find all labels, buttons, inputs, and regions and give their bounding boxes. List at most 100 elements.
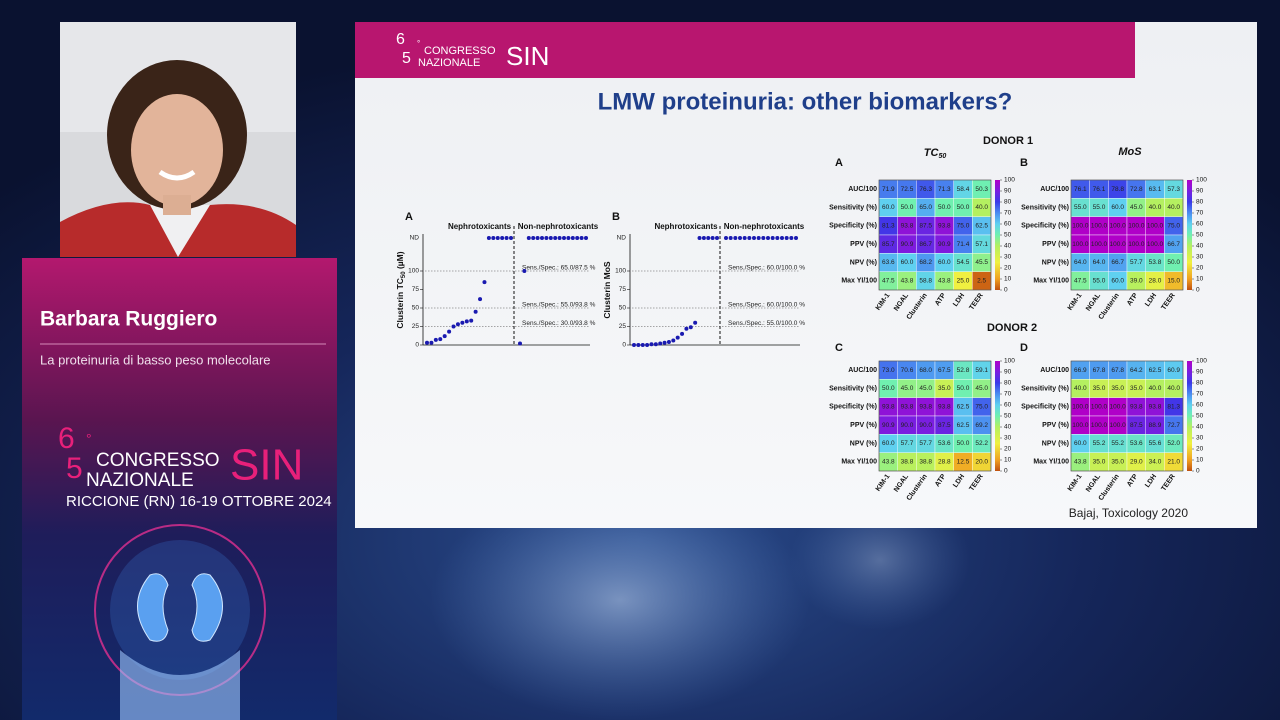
data-point (649, 342, 654, 347)
group-label: Nephrotoxicants (654, 222, 718, 231)
cell-value: 50.0 (938, 204, 951, 211)
cell-value: 93.8 (882, 404, 895, 411)
speaker-name: Barbara Ruggiero (40, 308, 217, 331)
row-label: Specificity (%) (829, 404, 877, 411)
colorbar-label: 90 (1196, 369, 1204, 376)
data-point (433, 337, 438, 342)
data-point (460, 320, 465, 325)
group-label: Nephrotoxicants (448, 222, 512, 231)
y-tick-label: 75 (412, 286, 420, 293)
header-logo-acronym: SIN (506, 41, 549, 71)
cell-value: 35.0 (938, 385, 951, 392)
data-point (775, 236, 780, 240)
cell-value: 57.1 (975, 241, 988, 248)
colorbar-label: 60 (1196, 221, 1204, 228)
colorbar-label: 40 (1196, 424, 1204, 431)
data-point (645, 343, 650, 347)
cell-value: 81.3 (882, 223, 895, 230)
cell-value: 52.2 (975, 440, 988, 447)
colorbar-label: 100 (1196, 358, 1207, 365)
cell-value: 72.8 (1130, 186, 1143, 193)
cell-value: 53.6 (938, 440, 951, 447)
cell-value: 53.6 (1130, 440, 1143, 447)
y-tick-label: 25 (619, 323, 627, 330)
colorbar-label: 0 (1196, 287, 1200, 294)
data-point (675, 335, 680, 340)
cell-value: 100.0 (1072, 422, 1089, 429)
cell-value: 60.0 (1074, 440, 1087, 447)
data-point (662, 340, 667, 345)
y-tick-label: 100 (615, 268, 626, 275)
data-point (469, 318, 474, 323)
cell-value: 60.0 (938, 259, 951, 266)
cell-value: 55.2 (1111, 440, 1124, 447)
cell-value: 15.0 (1167, 278, 1180, 285)
colorbar-label: 100 (1004, 358, 1015, 365)
data-point (486, 236, 491, 240)
cell-value: 86.7 (919, 241, 932, 248)
cell-value: 45.0 (975, 385, 988, 392)
colorbar-label: 20 (1196, 265, 1204, 272)
data-point (728, 236, 733, 240)
cell-value: 62.5 (1149, 367, 1162, 374)
row-label: Sensitivity (%) (1021, 204, 1069, 211)
data-point (789, 236, 794, 240)
data-point (715, 236, 719, 240)
colorbar-label: 50 (1004, 413, 1012, 420)
colorbar-label: 40 (1004, 424, 1012, 431)
colorbar-label: 10 (1004, 457, 1012, 464)
cell-value: 90.9 (882, 422, 895, 429)
cell-value: 60.0 (901, 259, 914, 266)
cell-value: 78.8 (1111, 186, 1124, 193)
row-label: Sensitivity (%) (829, 204, 877, 211)
y-tick-label: 75 (619, 286, 627, 293)
cell-value: 100.0 (1128, 223, 1145, 230)
colorbar-label: 80 (1196, 380, 1204, 387)
cell-value: 93.8 (919, 404, 932, 411)
row-label: AUC/100 (1040, 186, 1069, 193)
cell-value: 50.0 (957, 385, 970, 392)
data-point (518, 341, 522, 346)
row-label: AUC/100 (848, 186, 877, 193)
cell-value: 55.6 (1149, 440, 1162, 447)
threshold-annotation: Sens./Spec.: 55.0/93.8 % (522, 302, 596, 309)
data-point (766, 236, 770, 240)
data-point (544, 236, 549, 240)
header-logo-digit: 6 (396, 31, 405, 48)
colorbar-label: 30 (1196, 435, 1204, 442)
colorbar-label: 60 (1004, 402, 1012, 409)
logo-digit: 5 (66, 452, 83, 485)
cell-value: 45.5 (975, 259, 988, 266)
data-point (724, 236, 728, 240)
grid-border (1070, 360, 1184, 472)
cell-value: 90.0 (901, 422, 914, 429)
logo-acronym: SIN (230, 441, 303, 490)
group-label: Non-nephrotoxicants (724, 222, 805, 231)
cell-value: 40.0 (1167, 385, 1180, 392)
data-point (495, 236, 500, 240)
colorbar-label: 70 (1196, 210, 1204, 217)
slide: 6 5 ° CONGRESSO NAZIONALE SIN LMW protei… (355, 22, 1257, 528)
y-tick-label: 0 (622, 342, 626, 349)
cell-value: 64.0 (1074, 259, 1087, 266)
data-point (451, 324, 456, 329)
data-point (761, 236, 766, 240)
cell-value: 50.0 (882, 385, 895, 392)
cell-value: 100.0 (1128, 241, 1145, 248)
slide-header (355, 22, 1135, 78)
grid-border (878, 179, 992, 291)
data-point (491, 236, 496, 240)
row-label: Specificity (%) (829, 223, 877, 230)
cell-value: 53.8 (1149, 259, 1162, 266)
data-point (780, 236, 784, 240)
cell-value: 34.0 (1149, 459, 1162, 466)
data-point (636, 343, 641, 347)
cell-value: 100.0 (1091, 241, 1108, 248)
cell-value: 55.2 (1093, 440, 1106, 447)
colorbar-label: 50 (1196, 232, 1204, 239)
cell-value: 71.9 (882, 186, 895, 193)
row-label: Sensitivity (%) (1021, 385, 1069, 392)
label-part: (µM) (395, 251, 405, 271)
data-point (794, 236, 798, 240)
colorbar-label: 0 (1004, 468, 1008, 475)
